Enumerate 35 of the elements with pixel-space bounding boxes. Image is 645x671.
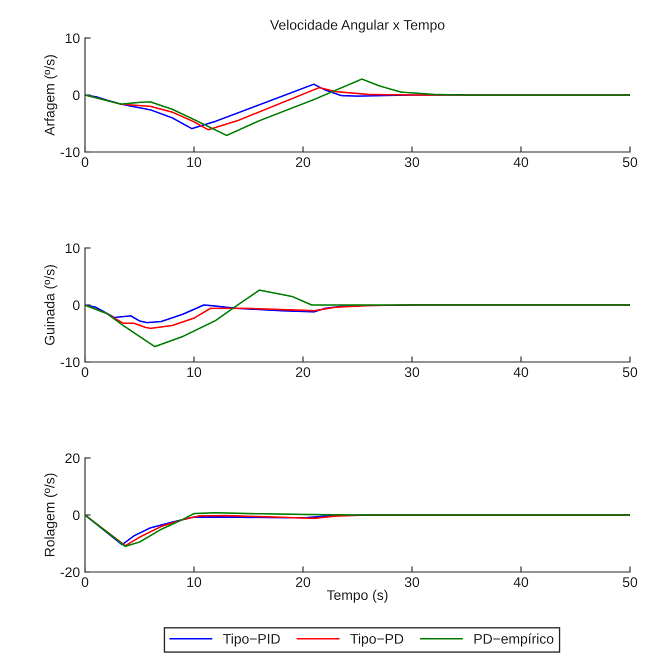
y-tick-label: 10 [66, 33, 80, 44]
x-tick-label: 10 [187, 157, 202, 168]
x-tick-label: 40 [514, 157, 528, 168]
y-tick-label: 0 [72, 90, 80, 100]
x-tick-label: 0 [82, 157, 88, 168]
y-axis-title: Arfagem (º/s) [44, 55, 58, 136]
x-tick-label: 40 [514, 367, 528, 378]
x-tick-label: 50 [622, 367, 638, 378]
x-tick-label: 10 [187, 577, 202, 588]
legend-label: Tipo−PID [223, 634, 280, 646]
y-tick-label: 20 [65, 453, 80, 464]
y-axis-title: Rolagem (º/s) [44, 474, 58, 556]
y-tick-label: 0 [72, 510, 80, 520]
x-tick-label: 0 [82, 367, 88, 378]
x-tick-label: 20 [296, 157, 310, 168]
x-tick-label: 50 [622, 157, 638, 168]
y-tick-label: 0 [72, 300, 80, 310]
y-tick-label: -10 [60, 147, 80, 158]
x-tick-label: 40 [514, 577, 528, 588]
x-tick-label: 30 [404, 577, 420, 588]
y-tick-label: -20 [60, 567, 80, 578]
y-axis-title: Guinada (º/s) [44, 265, 58, 346]
chart-title: Velocidade Angular x Tempo [270, 20, 444, 33]
legend-label: Tipo−PD [350, 634, 404, 646]
x-tick-label: 50 [622, 577, 638, 588]
legend-label: PD−empírico [474, 633, 554, 646]
x-tick-label: 0 [82, 577, 88, 588]
y-tick-label: 10 [66, 243, 80, 254]
x-axis-title: Tempo (s) [326, 590, 388, 603]
x-tick-label: 30 [404, 367, 420, 378]
x-tick-label: 20 [296, 367, 310, 378]
x-tick-label: 20 [296, 577, 310, 588]
y-tick-label: -10 [60, 357, 80, 368]
x-tick-label: 30 [404, 157, 420, 168]
x-tick-label: 10 [187, 367, 202, 378]
